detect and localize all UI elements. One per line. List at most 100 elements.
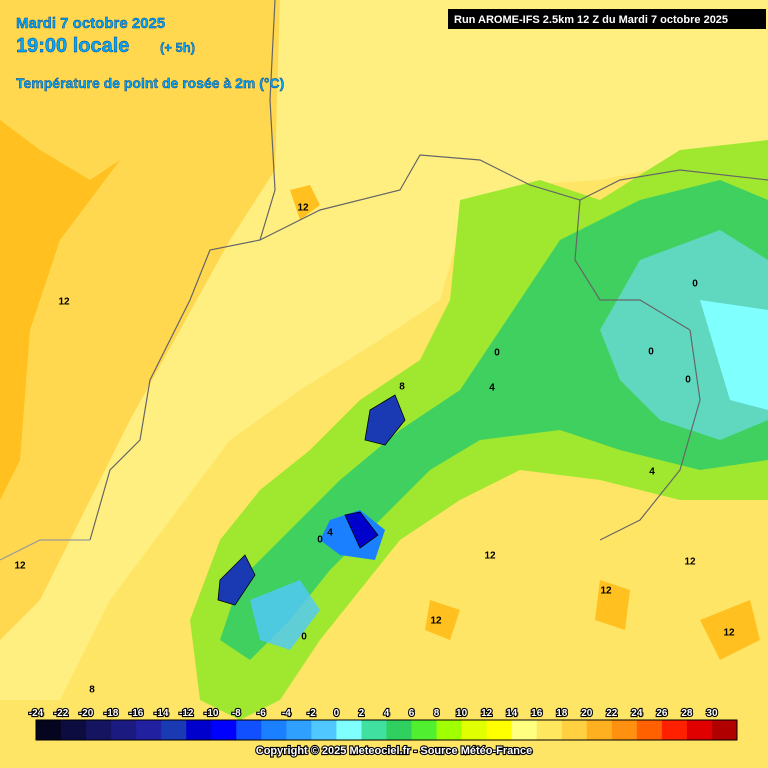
contour-label: 0 xyxy=(685,375,691,386)
legend-tick-label: -8 xyxy=(232,708,241,719)
orange-zone xyxy=(290,185,320,220)
legend-tick-label: 4 xyxy=(384,708,390,719)
legend-frame xyxy=(35,719,738,741)
legend-tick-label: 2 xyxy=(359,708,365,719)
contour-label: 8 xyxy=(89,685,95,696)
contour-label: 4 xyxy=(649,467,655,478)
parameter: Température de point de rosée à 2m (°C) xyxy=(16,75,284,91)
copyright: Copyright © 2025 Meteociel.fr - Source M… xyxy=(256,745,532,757)
legend-tick-label: 10 xyxy=(456,708,468,719)
cold-patch xyxy=(217,554,256,606)
legend-tick-label: 16 xyxy=(531,708,543,719)
legend-swatch xyxy=(361,720,387,740)
legend-tick-label: -2 xyxy=(307,708,316,719)
cyan-zone xyxy=(600,230,768,440)
legend-tick-label: 24 xyxy=(631,708,643,719)
legend-tick-label: 28 xyxy=(681,708,693,719)
border xyxy=(259,154,691,331)
date: Mardi 7 octobre 2025 xyxy=(16,15,165,32)
legend-swatch xyxy=(161,720,187,740)
legend-swatch xyxy=(386,720,413,740)
legend-swatch xyxy=(661,720,688,740)
cold-patch xyxy=(364,394,406,446)
legend-swatch xyxy=(511,720,538,740)
legend-tick-label: -14 xyxy=(154,708,169,719)
legend-swatch xyxy=(261,720,287,740)
contour-label: 12 xyxy=(58,297,70,308)
legend-swatch xyxy=(686,720,713,740)
legend-tick-label: -24 xyxy=(29,708,44,719)
legend-tick-label: -6 xyxy=(257,708,266,719)
legend-tick-label: 20 xyxy=(581,708,593,719)
contour-label: 4 xyxy=(327,528,333,539)
legend-swatch xyxy=(536,720,563,740)
legend-swatch xyxy=(561,720,588,740)
legend-swatch xyxy=(61,720,87,740)
contour-label: 0 xyxy=(301,632,307,643)
contour-label: 12 xyxy=(14,561,26,572)
legend-swatch xyxy=(461,720,488,740)
legend-tick-label: -20 xyxy=(79,708,94,719)
contour-label: 0 xyxy=(692,279,698,290)
legend-tick-label: -22 xyxy=(54,708,69,719)
contour-label: 12 xyxy=(600,586,612,597)
legend-swatch xyxy=(336,720,362,740)
border xyxy=(89,0,276,541)
run-info: Run AROME-IFS 2.5km 12 Z du Mardi 7 octo… xyxy=(454,14,728,26)
legend-swatch xyxy=(711,720,738,740)
legend-swatch xyxy=(586,720,613,740)
contour-label: 12 xyxy=(430,616,442,627)
legend-swatch xyxy=(111,720,137,740)
legend-swatch xyxy=(311,720,337,740)
legend-swatch xyxy=(636,720,663,740)
legend-swatch xyxy=(411,720,438,740)
time: 19:00 locale xyxy=(16,35,129,57)
legend-swatch xyxy=(236,720,262,740)
run-box xyxy=(448,9,766,29)
legend-tick-label: -16 xyxy=(129,708,144,719)
legend-tick-label: 30 xyxy=(706,708,718,719)
border xyxy=(599,329,701,541)
legend-swatch xyxy=(36,720,62,740)
cyan-zone xyxy=(700,300,768,410)
legend-tick-label: 8 xyxy=(434,708,440,719)
legend-swatch xyxy=(211,720,237,740)
orange-zone xyxy=(425,580,760,660)
legend-tick-label: 12 xyxy=(481,708,493,719)
contour-label: 12 xyxy=(484,551,496,562)
legend-tick-label: 0 xyxy=(334,708,340,719)
legend-tick-label: -18 xyxy=(104,708,119,719)
contour-label: 0 xyxy=(648,347,654,358)
orange-zone xyxy=(0,0,280,640)
legend-swatch xyxy=(86,720,112,740)
contour-label: 12 xyxy=(723,628,735,639)
legend-tick-label: 14 xyxy=(506,708,518,719)
legend-swatch xyxy=(486,720,513,740)
legend-swatch xyxy=(186,720,212,740)
legend-tick-label: -10 xyxy=(204,708,219,719)
contour-label: 4 xyxy=(489,383,495,394)
legend-tick-label: 18 xyxy=(556,708,568,719)
legend-tick-label: 26 xyxy=(656,708,668,719)
border xyxy=(579,169,768,201)
border xyxy=(0,539,90,561)
legend-tick-label: -12 xyxy=(179,708,194,719)
lead: (+ 5h) xyxy=(160,40,195,55)
legend-tick-label: -4 xyxy=(282,708,291,719)
legend: -24 -22 -20 -18 -16 -14 -12 -10 -8 -6 -4 -2 0 2 4 6 8 10 1… xyxy=(28,707,738,741)
contour-label: 12 xyxy=(297,203,309,214)
legend-swatch xyxy=(611,720,638,740)
cold-patch xyxy=(344,511,379,549)
legend-swatch xyxy=(136,720,162,740)
contour-label: 0 xyxy=(317,535,323,546)
contour-label: 0 xyxy=(494,348,500,359)
legend-swatch xyxy=(436,720,463,740)
legend-swatch xyxy=(286,720,312,740)
orange-zone xyxy=(0,120,120,500)
borders xyxy=(0,0,768,561)
cold-patch xyxy=(250,580,320,650)
contour-label: 12 xyxy=(684,557,696,568)
legend-tick-label: 22 xyxy=(606,708,618,719)
